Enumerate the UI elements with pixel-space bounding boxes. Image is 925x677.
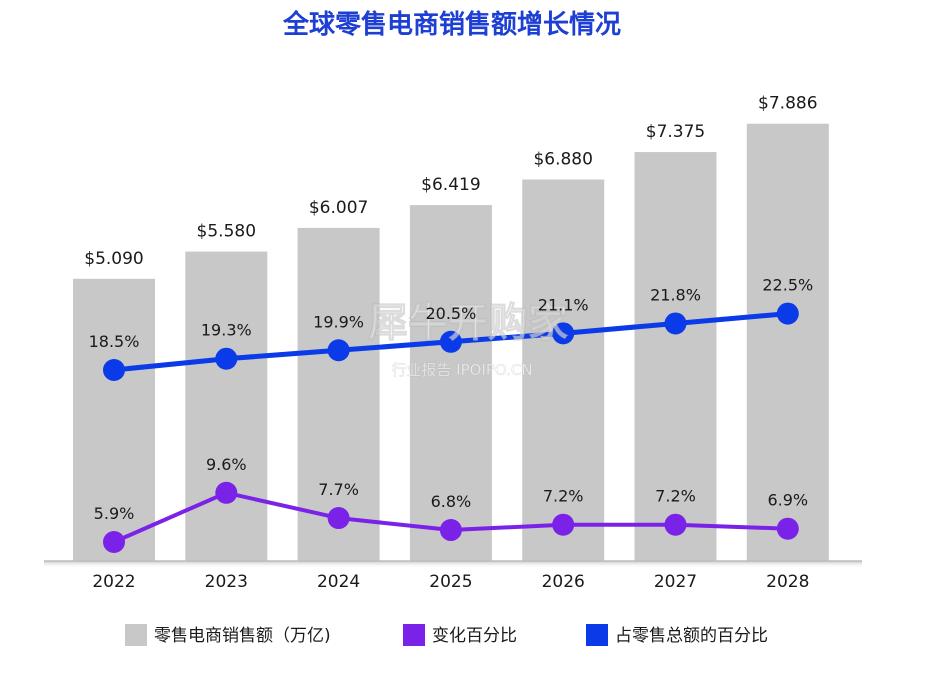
- legend-label-sales: 零售电商销售额（万亿): [154, 626, 331, 646]
- x-tick-2023: 2023: [205, 572, 248, 592]
- lines-layer: [103, 302, 799, 553]
- share-point-2025: [439, 330, 462, 353]
- watermark-sub: 行业报告 IPOIPO.CN: [391, 361, 532, 379]
- baseline-layer: [44, 560, 862, 568]
- share-label-2026: 21.1%: [538, 295, 589, 314]
- change-point-2025: [439, 519, 462, 542]
- bar-2025: [409, 205, 492, 561]
- change-point-2023: [215, 481, 238, 504]
- change-label-2023: 9.6%: [206, 455, 247, 474]
- share-point-2026: [552, 322, 575, 345]
- change-label-2024: 7.7%: [318, 480, 359, 499]
- bar-value-label-2027: $7.375: [646, 122, 705, 142]
- legend-swatch-sales: [125, 624, 147, 646]
- change-point-2028: [776, 517, 799, 540]
- bar-value-label-2022: $5.090: [84, 249, 143, 269]
- change-point-2022: [103, 531, 125, 553]
- change-label-2027: 7.2%: [655, 487, 696, 506]
- axis-baseline-shadow: [44, 561, 862, 568]
- share-point-2028: [776, 302, 799, 325]
- x-axis-ticks: 2022 2023 2024 2025 2026 2027 2028: [92, 572, 809, 592]
- bar-2023: [185, 251, 268, 562]
- change-label-2028: 6.9%: [767, 491, 808, 510]
- bar-value-label-2023: $5.580: [197, 222, 256, 242]
- share-point-2023: [215, 347, 238, 370]
- share-label-2022: 18.5%: [89, 332, 140, 351]
- bar-2028: [746, 123, 829, 561]
- x-tick-2025: 2025: [429, 572, 472, 592]
- bar-2022: [73, 278, 155, 561]
- change-label-2025: 6.8%: [431, 492, 472, 511]
- bar-2026: [522, 179, 605, 561]
- bar-value-label-2026: $6.880: [533, 150, 592, 170]
- legend-swatch-share: [586, 624, 608, 646]
- x-tick-2026: 2026: [542, 572, 585, 592]
- change-label-2022: 5.9%: [94, 504, 135, 523]
- x-tick-2022: 2022: [92, 572, 135, 592]
- legend-swatch-change: [403, 624, 425, 646]
- share-label-2025: 20.5%: [425, 304, 476, 323]
- share-label-2023: 19.3%: [201, 321, 252, 340]
- change-label-2026: 7.2%: [543, 487, 584, 506]
- labels-layer: $5.090 $5.580 $6.007 $6.419 $6.880 $7.375 $7.8…: [84, 94, 817, 523]
- legend-label-share: 占零售总额的百分比: [615, 626, 768, 646]
- share-label-2024: 19.9%: [313, 312, 364, 331]
- share-label-2028: 22.5%: [762, 276, 813, 295]
- bars-layer: [73, 123, 829, 562]
- share-point-2024: [327, 339, 350, 362]
- x-tick-2027: 2027: [654, 572, 697, 592]
- x-tick-2028: 2028: [766, 572, 809, 592]
- watermark-main: 犀牛开购家: [368, 300, 568, 346]
- legend-label-change: 变化百分比: [432, 626, 517, 646]
- share-point-2027: [664, 312, 687, 335]
- share-point-2022: [103, 359, 125, 381]
- change-point-2026: [552, 513, 575, 536]
- change-point-2024: [327, 507, 350, 530]
- x-tick-2024: 2024: [317, 572, 360, 592]
- bar-2024: [297, 227, 380, 561]
- change-point-2027: [664, 513, 687, 536]
- bar-2027: [634, 152, 717, 561]
- bar-value-label-2024: $6.007: [309, 198, 368, 218]
- chart-title: 全球零售电商销售额增长情况: [282, 9, 621, 40]
- share-label-2027: 21.8%: [650, 285, 701, 304]
- bar-value-label-2028: $7.886: [758, 94, 817, 114]
- legend: 零售电商销售额（万亿) 变化百分比 占零售总额的百分比: [125, 624, 768, 646]
- bar-value-label-2025: $6.419: [421, 175, 480, 195]
